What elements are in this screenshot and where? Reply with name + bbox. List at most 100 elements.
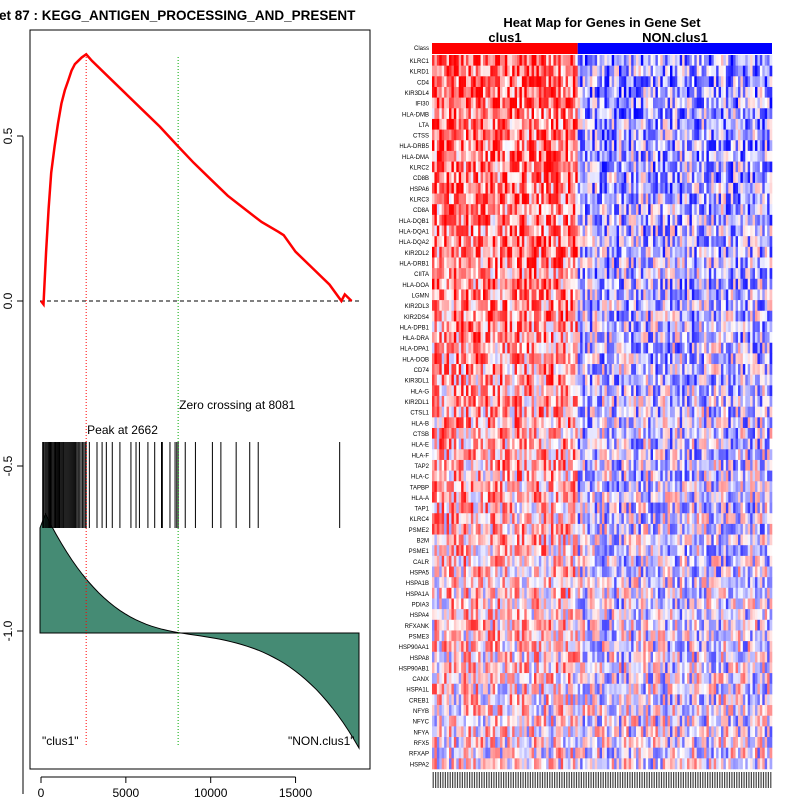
heatmap-cell [497, 225, 501, 237]
heatmap-cell [519, 172, 523, 184]
heatmap-cell [653, 417, 656, 429]
heatmap-cell [555, 214, 559, 226]
heatmap-cell [570, 172, 574, 184]
heatmap-cell [570, 289, 574, 301]
heatmap-cell [670, 214, 673, 226]
heatmap-cell [451, 300, 455, 312]
heatmap-cell [582, 225, 586, 237]
heatmap-cell [492, 108, 496, 120]
heatmap-cell [643, 353, 647, 365]
heatmap-cell [439, 374, 443, 386]
heatmap-cell [587, 278, 591, 290]
heatmap-cell [449, 310, 452, 322]
heatmap-cell [747, 161, 751, 173]
heatmap-cell [657, 332, 661, 344]
heatmap-cell [674, 86, 678, 98]
heatmap-cell [767, 396, 770, 407]
heatmap-cell [755, 182, 758, 194]
heatmap-cell [480, 332, 484, 344]
heatmap-cell [723, 236, 727, 248]
heatmap-cell [458, 300, 462, 312]
heatmap-cell [738, 204, 741, 216]
heatmap-cell [706, 406, 710, 418]
heatmap-cell [694, 150, 698, 162]
heatmap-cell [480, 86, 484, 98]
heatmap-cell [504, 140, 508, 152]
heatmap-cell [621, 278, 625, 290]
heatmap-cell [757, 321, 761, 333]
heatmap-cell [667, 310, 671, 322]
heatmap-cell [631, 246, 634, 258]
heatmap-cell [466, 342, 469, 354]
heatmap-cell [694, 204, 698, 216]
heatmap-cell [694, 353, 698, 365]
heatmap-cell [638, 214, 642, 226]
heatmap-cell [757, 140, 761, 152]
heatmap-cell [526, 278, 530, 290]
heatmap-cell [526, 225, 530, 237]
heatmap-cell [626, 140, 630, 152]
heatmap-cell [589, 150, 593, 162]
heatmap-cell [604, 332, 608, 344]
heatmap-cell [436, 193, 440, 205]
heatmap-cell [594, 289, 598, 301]
heatmap-cell [606, 374, 610, 386]
heatmap-cell [589, 225, 593, 237]
heatmap-cell [757, 353, 761, 365]
heatmap-cell [745, 246, 749, 258]
heatmap-cell [762, 364, 766, 375]
heatmap-cell [684, 150, 688, 162]
heatmap-cell [487, 204, 491, 216]
heatmap-cell [453, 332, 457, 344]
heatmap-cell [689, 108, 693, 120]
heatmap-cell [633, 396, 637, 407]
heatmap-cell [672, 353, 676, 365]
heatmap-cell [548, 225, 552, 237]
heatmap-cell [436, 225, 440, 237]
heatmap-cell [660, 193, 664, 205]
heatmap-cell [662, 342, 666, 354]
heatmap-cell [461, 342, 464, 354]
heatmap-cell [521, 353, 525, 365]
heatmap-cell [670, 268, 673, 280]
heatmap-cell [439, 396, 443, 407]
heatmap-cell [623, 300, 627, 312]
heatmap-cell [485, 310, 489, 322]
heatmap-cell [524, 364, 528, 375]
heatmap-cell [517, 310, 520, 322]
heatmap-cell [655, 140, 659, 152]
heatmap-cell [696, 236, 700, 248]
heatmap-cell [570, 214, 574, 226]
heatmap-cell [514, 406, 518, 418]
heatmap-cell [708, 374, 712, 386]
heatmap-cell [653, 342, 656, 354]
heatmap-cell [716, 65, 719, 77]
group-label-clus1: clus1 [488, 30, 521, 45]
heatmap-cell [451, 257, 455, 269]
heatmap-cell [529, 417, 532, 429]
heatmap-cell [645, 406, 649, 418]
heatmap-cell [689, 364, 693, 375]
heatmap-cell [514, 161, 518, 173]
heatmap-cell [480, 129, 484, 141]
heatmap-cell [623, 268, 627, 280]
heatmap-cell [475, 342, 479, 354]
heatmap-cell [594, 257, 598, 269]
heatmap-cell [572, 353, 576, 365]
heatmap-cell [662, 150, 666, 162]
heatmap-cell [623, 385, 627, 397]
heatmap-cell [742, 300, 746, 312]
heatmap-cell [495, 204, 498, 216]
heatmap-cell [725, 118, 729, 130]
heatmap-cell [767, 310, 770, 322]
heatmap-cell [534, 118, 537, 130]
heatmap-cell [677, 140, 681, 152]
heatmap-cell [589, 118, 593, 130]
heatmap-cell [640, 118, 644, 130]
heatmap-cell [691, 321, 695, 333]
heatmap-cell [451, 374, 455, 386]
heatmap-cell [614, 246, 617, 258]
heatmap-cell [701, 257, 705, 269]
heatmap-cell [458, 76, 462, 88]
heatmap-cell [575, 214, 579, 226]
